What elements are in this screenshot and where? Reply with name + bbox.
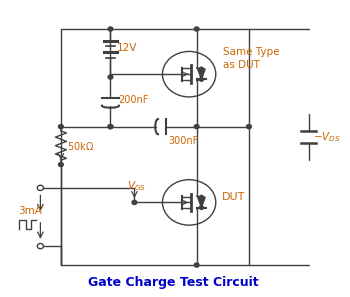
Text: DUT: DUT: [222, 192, 245, 202]
Polygon shape: [198, 197, 205, 208]
Text: $V_{GS}$: $V_{GS}$: [127, 179, 146, 193]
Text: 200nF: 200nF: [118, 95, 148, 105]
Circle shape: [58, 162, 63, 167]
Circle shape: [108, 125, 113, 129]
Text: as DUT: as DUT: [223, 60, 260, 70]
Circle shape: [58, 125, 63, 129]
Circle shape: [199, 195, 203, 199]
Text: Same Type: Same Type: [223, 47, 280, 57]
Text: 12V: 12V: [117, 43, 137, 53]
Circle shape: [194, 125, 199, 129]
Circle shape: [194, 263, 199, 267]
Polygon shape: [198, 69, 205, 79]
Circle shape: [132, 200, 137, 204]
Text: 300nF: 300nF: [168, 136, 198, 146]
Circle shape: [246, 125, 251, 129]
Circle shape: [199, 206, 203, 209]
Circle shape: [199, 67, 203, 71]
Circle shape: [108, 75, 113, 79]
Circle shape: [108, 125, 113, 129]
Text: $-V_{DS}$: $-V_{DS}$: [313, 130, 341, 144]
Text: 50k$\Omega$: 50k$\Omega$: [67, 140, 94, 151]
Text: 3mA: 3mA: [18, 206, 42, 216]
Text: Gate Charge Test Circuit: Gate Charge Test Circuit: [89, 276, 259, 289]
Circle shape: [108, 27, 113, 31]
Circle shape: [194, 27, 199, 31]
Circle shape: [199, 78, 203, 81]
